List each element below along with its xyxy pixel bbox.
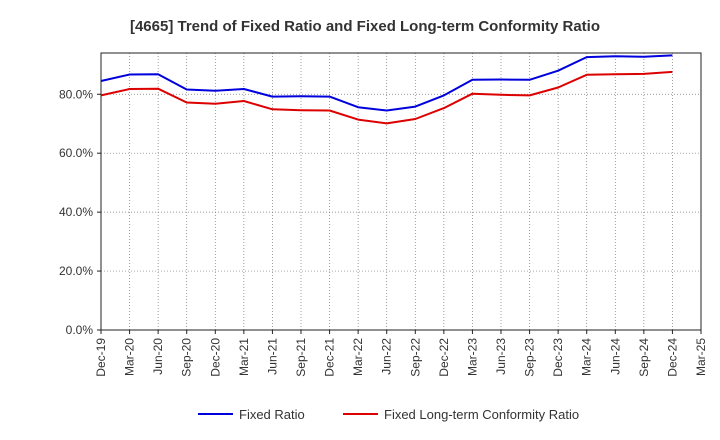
y-tick-label: 40.0% <box>59 205 93 219</box>
x-tick-label: Dec-19 <box>94 338 108 377</box>
x-tick-label: Jun-20 <box>151 338 165 375</box>
x-tick-label: Sep-24 <box>637 338 651 377</box>
legend-label: Fixed Ratio <box>239 407 305 422</box>
x-tick-label: Jun-21 <box>265 338 279 375</box>
x-tick-label: Dec-24 <box>665 338 679 377</box>
y-tick-label: 80.0% <box>59 87 93 101</box>
y-tick-label: 0.0% <box>66 323 94 337</box>
x-tick-label: Jun-23 <box>494 338 508 375</box>
x-tick-label: Sep-21 <box>294 338 308 377</box>
y-tick-label: 20.0% <box>59 264 93 278</box>
series-line-2 <box>100 70 673 125</box>
plot-area: 0.0% 20.0% 40.0% 60.0% 80.0% Dec-19 Mar-20 Jun-… <box>59 52 708 377</box>
legend: Fixed Ratio Fixed Long-term Conformity Ra… <box>198 407 579 422</box>
y-tick-label: 60.0% <box>59 146 93 160</box>
x-tick-label: Mar-23 <box>465 338 479 376</box>
x-tick-label: Sep-23 <box>523 338 537 377</box>
legend-label: Fixed Long-term Conformity Ratio <box>384 407 579 422</box>
plot-frame <box>100 52 702 331</box>
x-tick-label: Dec-22 <box>437 338 451 377</box>
series-line-1 <box>100 54 673 112</box>
x-tick-label: Sep-20 <box>180 338 194 377</box>
x-tick-label: Mar-21 <box>237 338 251 376</box>
x-tick-label: Mar-22 <box>351 338 365 376</box>
x-tick-label: Dec-21 <box>323 338 337 377</box>
x-tick-label: Dec-23 <box>551 338 565 377</box>
x-tick-label: Mar-25 <box>694 338 708 376</box>
x-tick-label: Mar-20 <box>123 338 137 376</box>
x-tick-label: Jun-22 <box>380 338 394 375</box>
chart-title: [4665] Trend of Fixed Ratio and Fixed Lo… <box>130 18 600 35</box>
x-tick-label: Sep-22 <box>408 338 422 377</box>
x-tick-label: Mar-24 <box>580 338 594 376</box>
x-tick-label: Dec-20 <box>208 338 222 377</box>
x-tick-label: Jun-24 <box>608 338 622 375</box>
